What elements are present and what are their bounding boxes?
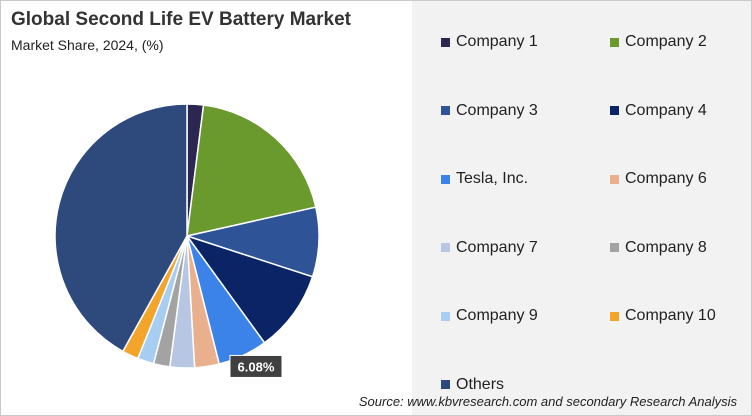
legend-swatch xyxy=(441,174,450,184)
svg-text:6.08%: 6.08% xyxy=(238,359,275,374)
legend-item-tesla-inc: Tesla, Inc. xyxy=(441,170,528,188)
legend-item-others: Others xyxy=(441,376,504,394)
legend-swatch xyxy=(610,311,619,321)
pie-slice-company-4 xyxy=(185,234,314,344)
pie-slice-others xyxy=(54,103,188,353)
pie-chart: 6.08% xyxy=(54,103,320,378)
legend-label: Company 4 xyxy=(625,101,707,119)
legend-label: Others xyxy=(456,375,505,393)
legend-swatch xyxy=(441,243,450,252)
legend-label: Tesla, Inc. xyxy=(456,170,529,187)
legend-swatch xyxy=(610,243,619,252)
legend-item-company-9: Company 9 xyxy=(441,307,538,325)
legend-swatch xyxy=(441,106,450,115)
legend-label: Company 9 xyxy=(456,307,538,324)
chart-subtitle: Market Share, 2024, (%) xyxy=(11,37,164,53)
legend-item-company-4: Company 4 xyxy=(610,102,707,120)
legend-label: Company 10 xyxy=(625,307,716,324)
source-note: Source: www.kbvresearch.com and secondar… xyxy=(358,394,737,409)
pie-slice-company-2 xyxy=(186,104,317,237)
legend-label: Company 7 xyxy=(456,238,538,256)
legend-item-company-10: Company 10 xyxy=(610,307,716,325)
legend-swatch xyxy=(441,37,450,47)
legend-swatch xyxy=(610,106,619,115)
legend-item-company-3: Company 3 xyxy=(441,102,538,120)
chart-title: Global Second Life EV Battery Market xyxy=(11,9,351,30)
legend-swatch xyxy=(441,380,450,389)
legend-label: Company 8 xyxy=(625,238,707,256)
legend-item-company-1: Company 1 xyxy=(441,33,538,51)
legend-label: Company 1 xyxy=(456,33,538,50)
legend-item-company-2: Company 2 xyxy=(610,33,707,51)
legend-swatch xyxy=(610,174,619,184)
legend-panel xyxy=(412,1,751,415)
legend-label: Company 6 xyxy=(625,170,707,187)
legend-swatch xyxy=(441,311,450,321)
legend-item-company-8: Company 8 xyxy=(610,239,707,257)
legend-label: Company 3 xyxy=(456,101,538,119)
legend-label: Company 2 xyxy=(625,33,707,50)
data-label-tesla-inc: 6.08% xyxy=(229,354,283,378)
legend-swatch xyxy=(610,37,619,47)
legend-item-company-6: Company 6 xyxy=(610,170,707,188)
legend-item-company-7: Company 7 xyxy=(441,239,538,257)
